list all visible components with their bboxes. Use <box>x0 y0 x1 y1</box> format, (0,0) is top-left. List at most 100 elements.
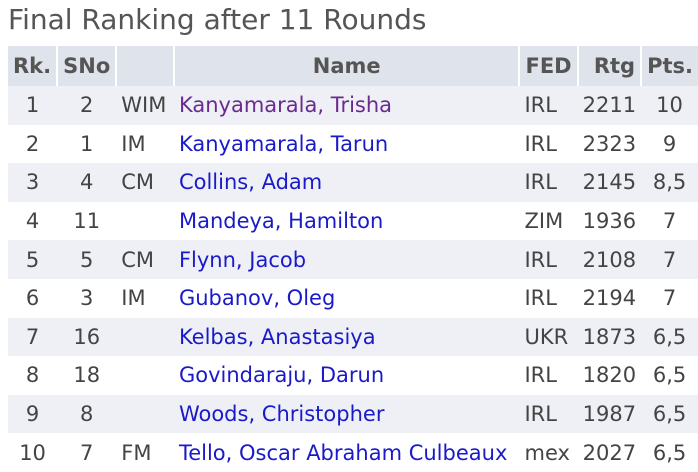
rating-cell: 1936 <box>582 209 637 234</box>
name-cell: Kanyamarala, Trisha <box>173 86 520 125</box>
start-number-cell: 1 <box>80 131 94 156</box>
start-number-header: SNo <box>56 46 117 86</box>
federation-cell: IRL <box>519 240 578 279</box>
title-cell <box>116 394 174 434</box>
player-link[interactable]: Mandeya, Hamilton <box>178 209 384 234</box>
player-link[interactable]: Tello, Oscar Abraham Culbeaux <box>178 440 508 465</box>
rating-cell: 2108 <box>577 240 642 279</box>
rating-cell: 1820 <box>582 363 637 388</box>
table-body: 1 2 WIM Kanyamarala, Trisha IRL 2211 10 2 1 IM Kan… <box>8 86 698 472</box>
rank-cell: 8 <box>25 363 40 388</box>
title-cell: CM <box>116 163 174 202</box>
player-row: 10 7 FM Tello, Oscar Abraham Culbeaux mex 202… <box>8 433 698 472</box>
title-cell <box>116 202 174 241</box>
player-link[interactable]: Woods, Christopher <box>178 402 385 427</box>
page-title: Final Ranking after 11 Rounds <box>8 3 427 36</box>
points-cell: 7 <box>662 209 677 234</box>
name-cell: Govindaraju, Darun <box>174 356 520 395</box>
title-cell: IM <box>121 131 146 156</box>
player-link[interactable]: Gubanov, Oleg <box>178 286 336 311</box>
rank-cell: 5 <box>8 240 58 279</box>
start-number-cell: 18 <box>73 363 101 388</box>
player-link[interactable]: Kanyamarala, Trisha <box>178 93 393 118</box>
header-row: Rk. SNo Name FED Rtg Pts. <box>8 46 698 86</box>
points-cell: 9 <box>662 131 677 156</box>
points-cell: 6,5 <box>641 394 698 434</box>
title-cell: FM <box>121 440 152 465</box>
rank-header: Rk. <box>8 46 58 86</box>
federation-cell: IRL <box>524 131 557 156</box>
rating-cell: 1987 <box>577 394 642 434</box>
player-row: 1 2 WIM Kanyamarala, Trisha IRL 2211 10 <box>8 86 698 125</box>
player-row: 7 16 Kelbas, Anastasiya UKR 1873 6,5 <box>8 317 698 357</box>
points-header: Pts. <box>640 46 698 86</box>
rank-cell: 7 <box>8 317 58 357</box>
player-link[interactable]: Collins, Adam <box>178 170 323 195</box>
rating-cell: 2194 <box>582 286 637 311</box>
name-cell: Flynn, Jacob <box>173 240 520 279</box>
player-link[interactable]: Kelbas, Anastasiya <box>178 324 376 349</box>
title-cell <box>116 356 174 395</box>
rating-header: Rtg <box>576 46 642 86</box>
rank-cell: 10 <box>19 440 46 465</box>
player-row: 4 11 Mandeya, Hamilton ZIM 1936 7 <box>8 202 698 241</box>
rating-cell: 2323 <box>582 131 637 156</box>
title-cell: CM <box>116 240 174 279</box>
rating-cell: 2145 <box>577 163 642 202</box>
player-row: 9 8 Woods, Christopher IRL 1987 6,5 <box>8 394 698 434</box>
start-number-cell: 8 <box>57 394 117 434</box>
start-number-cell: 3 <box>80 286 94 311</box>
name-cell: Kelbas, Anastasiya <box>173 317 520 357</box>
federation-cell: IRL <box>519 394 578 434</box>
federation-cell: mex <box>524 440 570 465</box>
points-cell: 7 <box>641 240 698 279</box>
start-number-cell: 11 <box>73 209 101 234</box>
points-cell: 7 <box>662 286 677 311</box>
rating-cell: 2211 <box>577 86 642 125</box>
rating-cell: 1873 <box>577 317 642 357</box>
federation-cell: ZIM <box>524 209 564 234</box>
points-cell: 8,5 <box>641 163 698 202</box>
title-cell: WIM <box>116 86 174 125</box>
player-row: 5 5 CM Flynn, Jacob IRL 2108 7 <box>8 240 698 279</box>
rank-cell: 6 <box>25 286 40 311</box>
federation-cell: IRL <box>524 286 557 311</box>
federation-header: FED <box>518 46 578 86</box>
rating-cell: 2027 <box>582 440 637 465</box>
name-cell: Tello, Oscar Abraham Culbeaux <box>174 433 520 472</box>
points-cell: 6,5 <box>652 363 687 388</box>
federation-cell: IRL <box>519 163 578 202</box>
points-cell: 10 <box>641 86 698 125</box>
rank-cell: 2 <box>25 131 40 156</box>
points-cell: 6,5 <box>641 317 698 357</box>
name-cell: Kanyamarala, Tarun <box>174 125 520 164</box>
title-cell <box>116 317 174 357</box>
name-cell: Mandeya, Hamilton <box>174 202 520 241</box>
title-header <box>115 46 174 86</box>
player-row: 3 4 CM Collins, Adam IRL 2145 8,5 <box>8 163 698 202</box>
name-header: Name <box>172 46 520 86</box>
start-number-cell: 2 <box>57 86 117 125</box>
player-link[interactable]: Kanyamarala, Tarun <box>178 131 389 156</box>
federation-cell: IRL <box>519 86 578 125</box>
name-cell: Gubanov, Oleg <box>174 279 520 318</box>
points-cell: 6,5 <box>652 440 687 465</box>
title-cell: IM <box>121 286 146 311</box>
start-number-cell: 7 <box>80 440 94 465</box>
start-number-cell: 16 <box>57 317 117 357</box>
name-cell: Collins, Adam <box>173 163 520 202</box>
ranking-table: Rk. SNo Name FED Rtg Pts. 1 2 WIM Kanyamarala, T… <box>8 46 698 472</box>
player-row: 8 18 Govindaraju, Darun IRL 1820 6,5 <box>8 356 698 395</box>
player-link[interactable]: Flynn, Jacob <box>178 247 307 272</box>
rank-cell: 1 <box>8 86 58 125</box>
federation-cell: UKR <box>519 317 578 357</box>
player-link[interactable]: Govindaraju, Darun <box>178 363 385 388</box>
rank-cell: 9 <box>8 394 58 434</box>
rank-cell: 3 <box>8 163 58 202</box>
player-row: 2 1 IM Kanyamarala, Tarun IRL 2323 9 <box>8 125 698 164</box>
federation-cell: IRL <box>524 363 557 388</box>
player-row: 6 3 IM Gubanov, Oleg IRL 2194 7 <box>8 279 698 318</box>
start-number-cell: 5 <box>57 240 117 279</box>
rank-cell: 4 <box>25 209 40 234</box>
